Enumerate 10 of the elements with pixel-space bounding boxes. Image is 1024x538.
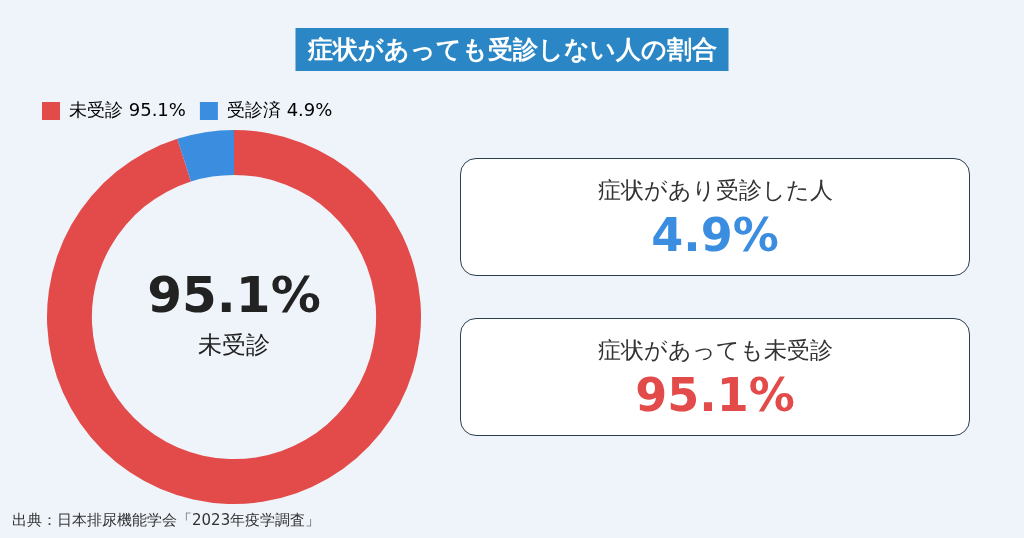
text: 症状があっても受診しない人の割合: [295, 28, 729, 71]
text: 95.1%: [634, 368, 796, 422]
text: 症状があっても未受診: [596, 336, 834, 365]
text: 95.1%: [147, 265, 321, 324]
legend-label: 受診済 4.9%: [226, 98, 333, 120]
source-note: 出典：日本排尿機能学会「2023年疫学調査」: [12, 511, 321, 530]
text: 症状があり受診した人: [596, 176, 834, 205]
legend-label: 未受診 95.1%: [69, 98, 186, 120]
text: 未受診: [198, 331, 270, 360]
text: 4.9%: [650, 208, 780, 262]
